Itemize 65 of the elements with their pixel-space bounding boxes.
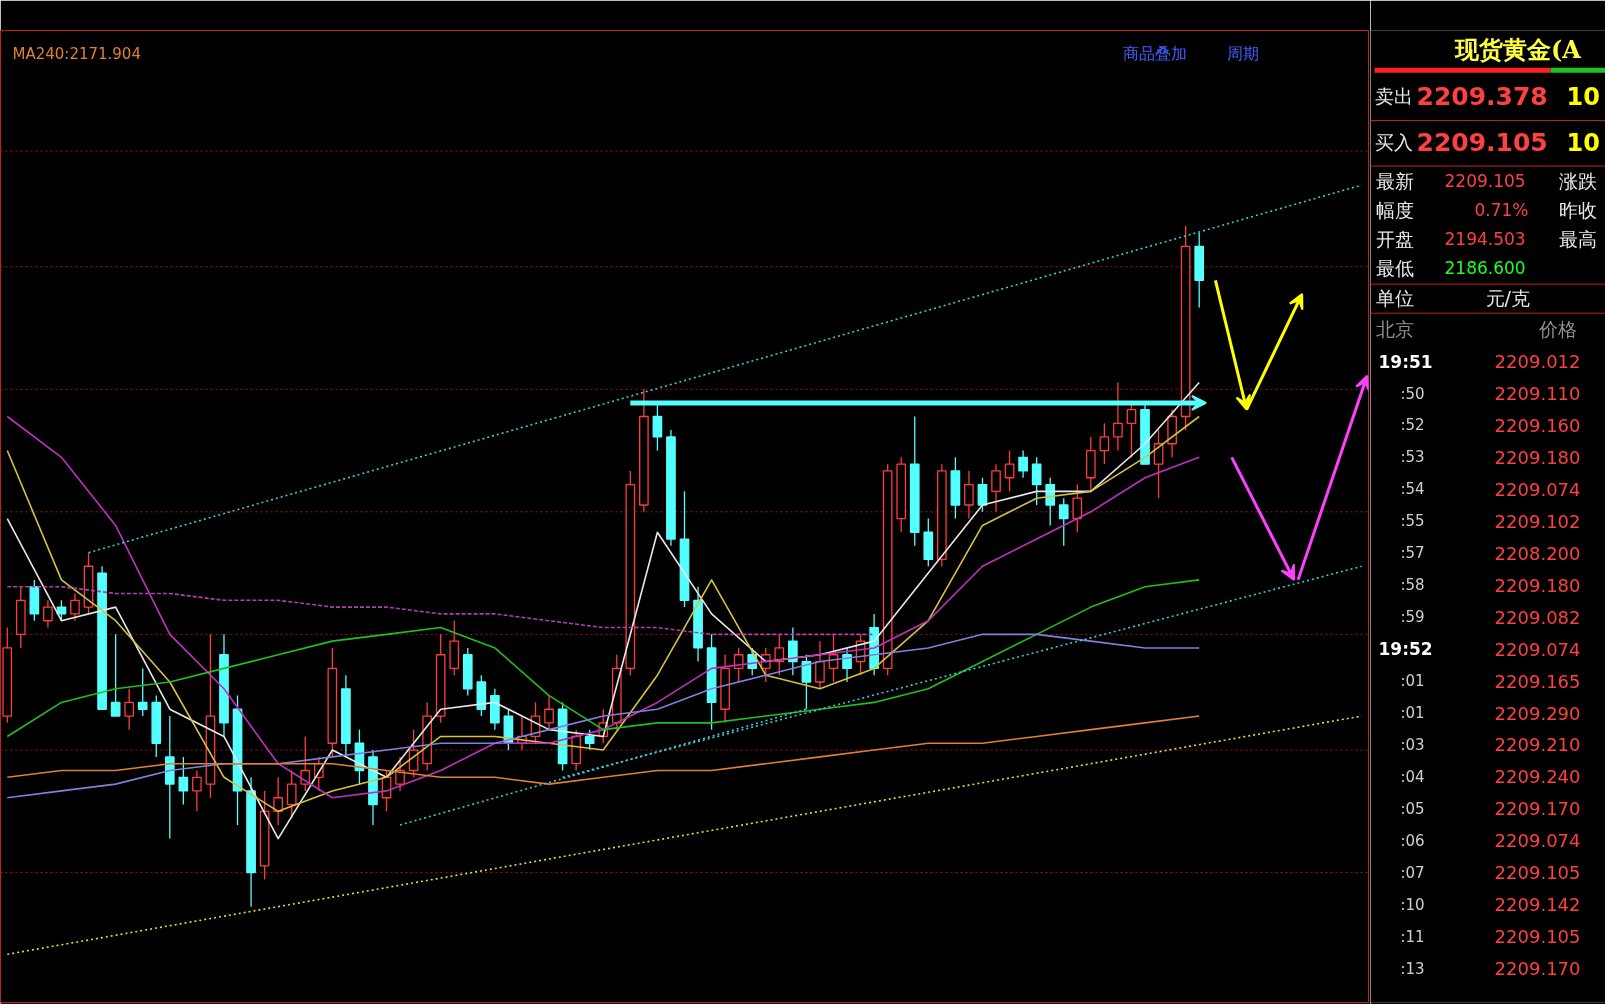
text: :59 [1400,608,1425,627]
text: :04 [1400,767,1425,786]
text: :58 [1400,576,1425,595]
text: MA240:2171.904 [12,44,141,63]
text: 2208.200 [1494,542,1581,564]
text: 2209.105 [1494,926,1581,948]
text: :01 [1400,704,1425,723]
text: 10 [1566,83,1600,112]
text: 10 [1566,128,1600,157]
text: 2209.105 [1494,862,1581,884]
text: 2194.503 [1444,229,1526,250]
text: :53 [1400,448,1425,467]
text: 2209.102 [1494,510,1581,532]
text: 幅度 [1375,198,1414,221]
text: :54 [1400,480,1425,499]
text: 2209.180 [1494,574,1581,596]
text: 2209.180 [1494,446,1581,468]
text: 涨跌 [1558,169,1597,192]
text: 2209.165 [1494,670,1581,692]
text: :05 [1400,799,1425,818]
text: 元/克 [1485,286,1530,309]
text: 2209.240 [1494,766,1581,788]
text: :01 [1400,672,1425,691]
text: 2209.160 [1494,415,1581,436]
text: 开盘 [1375,227,1414,250]
text: :11 [1400,927,1425,946]
text: :50 [1400,384,1425,403]
text: :06 [1400,831,1425,850]
text: 单位 [1375,286,1414,309]
text: 2209.110 [1494,383,1581,405]
text: 2209.170 [1494,798,1581,820]
text: :52 [1400,416,1425,435]
text: 2209.210 [1494,734,1581,756]
text: 2209.290 [1494,702,1581,724]
text: 2209.105 [1416,127,1548,157]
text: :57 [1400,544,1425,563]
text: 商品叠加 [1122,43,1187,63]
text: 19:51 [1378,351,1433,372]
text: 昨收 [1558,198,1597,221]
text: 卖出 [1374,85,1413,108]
text: 最新 [1375,169,1414,192]
text: :07 [1400,863,1425,882]
text: 北京 [1375,317,1414,340]
text: :03 [1400,735,1425,754]
text: 最低 [1375,256,1414,279]
text: 买入 [1374,130,1413,153]
text: 2209.012 [1494,351,1581,373]
text: 2186.600 [1444,258,1526,279]
text: 2209.074 [1494,638,1581,660]
text: :55 [1400,512,1425,531]
text: :10 [1400,895,1425,914]
text: 0.71% [1474,199,1529,220]
text: 最高 [1558,227,1597,250]
text: :13 [1400,959,1425,978]
text: 2209.082 [1494,606,1581,628]
text: 2209.378 [1416,82,1548,112]
text: 2209.074 [1494,478,1581,500]
text: 价格 [1537,317,1577,340]
text: 现货黄金(A [1454,35,1582,65]
text: 2209.170 [1494,958,1581,980]
text: 2209.105 [1444,171,1526,192]
text: 19:52 [1378,639,1433,660]
text: 周期 [1226,43,1259,63]
text: 2209.074 [1494,830,1581,852]
text: 2209.142 [1494,894,1581,916]
